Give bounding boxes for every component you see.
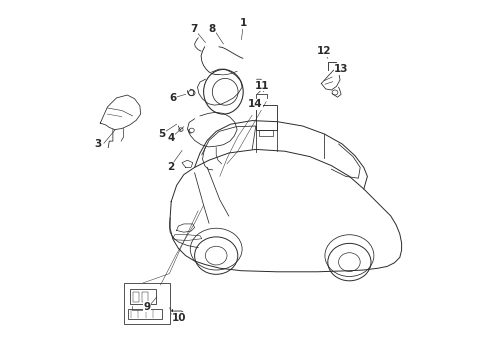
Text: 10: 10 bbox=[172, 312, 187, 323]
Text: 8: 8 bbox=[208, 24, 216, 34]
Bar bbox=[133, 292, 139, 302]
Text: 1: 1 bbox=[240, 18, 247, 28]
Text: 4: 4 bbox=[168, 132, 175, 143]
Text: 6: 6 bbox=[170, 93, 176, 103]
Bar bbox=[259, 130, 273, 136]
Text: 3: 3 bbox=[95, 139, 102, 149]
Text: 9: 9 bbox=[144, 302, 150, 312]
Bar bbox=[256, 105, 277, 130]
Text: 2: 2 bbox=[168, 162, 175, 172]
Bar bbox=[127, 309, 162, 319]
Text: 13: 13 bbox=[334, 64, 349, 74]
Bar bbox=[130, 289, 156, 304]
Text: 7: 7 bbox=[190, 24, 197, 34]
Bar bbox=[124, 283, 170, 324]
Bar bbox=[142, 292, 148, 302]
Text: 5: 5 bbox=[158, 129, 165, 139]
Text: 14: 14 bbox=[248, 99, 262, 109]
Text: 12: 12 bbox=[317, 46, 331, 56]
Text: 11: 11 bbox=[255, 81, 270, 91]
